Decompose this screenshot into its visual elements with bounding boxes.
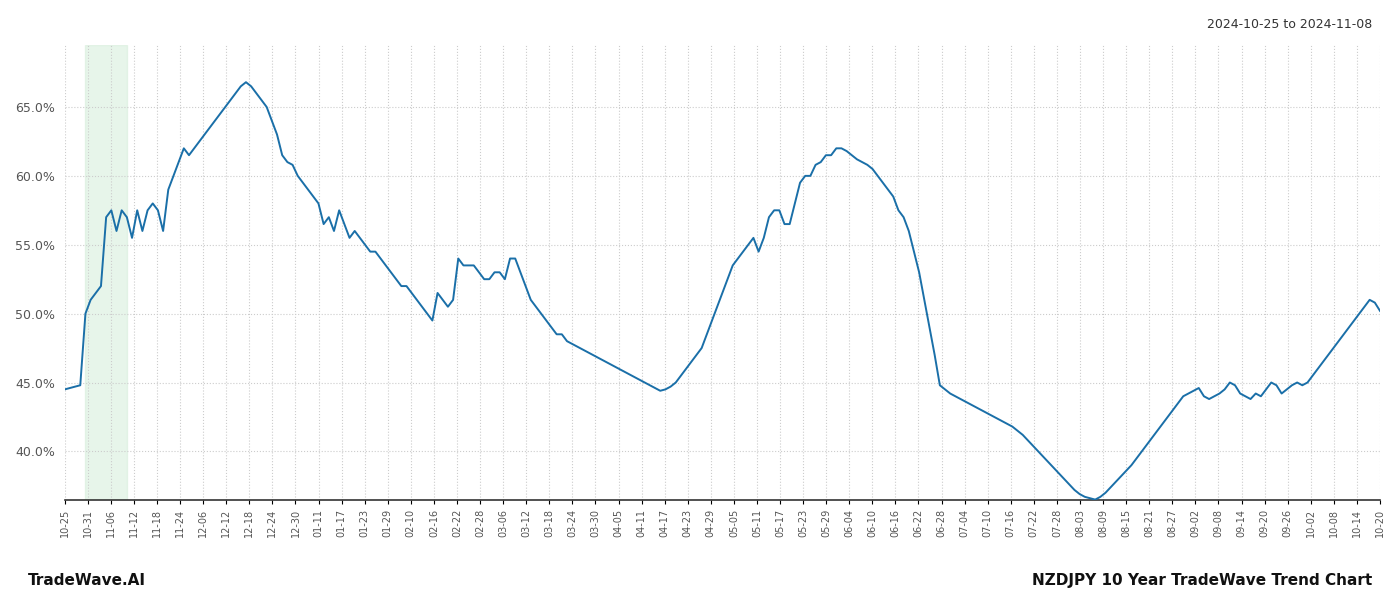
Text: TradeWave.AI: TradeWave.AI [28,573,146,588]
Text: 2024-10-25 to 2024-11-08: 2024-10-25 to 2024-11-08 [1207,18,1372,31]
Text: NZDJPY 10 Year TradeWave Trend Chart: NZDJPY 10 Year TradeWave Trend Chart [1032,573,1372,588]
Bar [85,45,127,500]
